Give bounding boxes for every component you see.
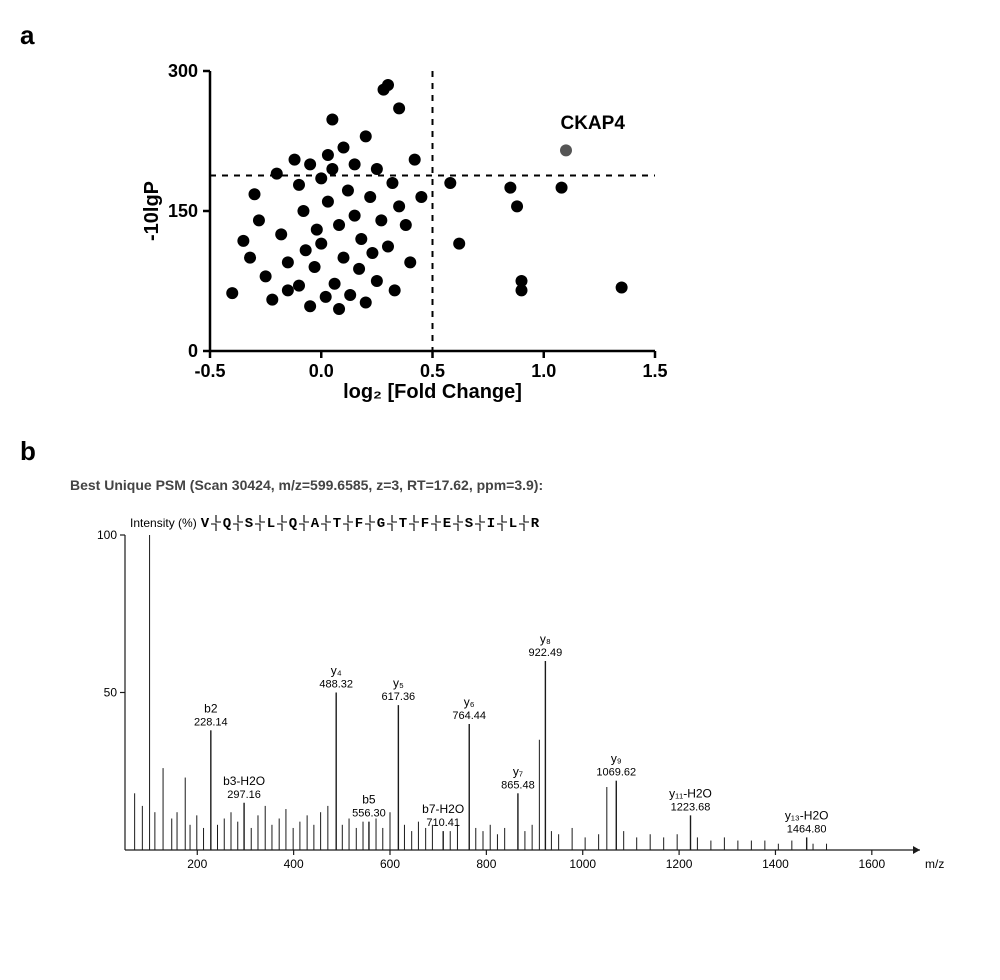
svg-text:b3-H2O: b3-H2O [223,774,265,788]
svg-text:922.49: 922.49 [529,647,563,659]
svg-text:S: S [245,516,253,532]
svg-text:y₁₃-H2O: y₁₃-H2O [785,808,829,822]
svg-text:G: G [377,516,385,532]
svg-text:E: E [443,516,451,532]
svg-text:A: A [311,516,320,532]
svg-text:m/z: m/z [925,857,944,871]
svg-text:488.32: 488.32 [319,679,353,691]
scatter-plot: -0.5 0.0 0.5 1.0 1.5 0 150 300 log₂ [Fold Change… [140,56,980,406]
svg-text:200: 200 [187,857,207,871]
svg-text:T: T [333,516,341,532]
svg-text:y₅: y₅ [393,676,404,690]
svg-text:800: 800 [476,857,496,871]
svg-text:L: L [267,516,275,532]
svg-text:228.14: 228.14 [194,716,228,728]
svg-text:V: V [201,516,210,532]
svg-text:0.5: 0.5 [420,361,445,381]
svg-text:y₁₁-H2O: y₁₁-H2O [669,786,712,800]
svg-text:y₈: y₈ [540,632,551,646]
svg-text:1200: 1200 [666,857,693,871]
svg-text:710.41: 710.41 [426,817,460,829]
panel-a-label: a [20,20,34,51]
svg-text:y₉: y₉ [611,752,622,766]
svg-text:50: 50 [104,686,118,700]
svg-text:1223.68: 1223.68 [671,801,711,813]
svg-text:865.48: 865.48 [501,779,535,791]
svg-text:556.30: 556.30 [352,808,386,820]
psm-title: Best Unique PSM (Scan 30424, m/z=599.658… [70,477,980,493]
spectrum-plot: 50 100 200 400 600 800 1000 1200 1400 1600 Intensi… [70,505,980,885]
svg-text:S: S [465,516,473,532]
svg-text:b2: b2 [204,701,218,715]
svg-text:y₄: y₄ [331,664,342,678]
svg-text:1600: 1600 [858,857,885,871]
svg-text:R: R [531,516,540,532]
svg-text:L: L [509,516,517,532]
svg-text:1.0: 1.0 [531,361,556,381]
svg-text:log₂ [Fold Change]: log₂ [Fold Change] [343,381,522,403]
svg-text:F: F [355,516,363,532]
svg-text:Q: Q [289,516,297,532]
svg-text:y₆: y₆ [464,695,475,709]
svg-text:150: 150 [168,201,198,221]
svg-text:I: I [487,516,495,532]
svg-text:1464.80: 1464.80 [787,823,827,835]
svg-text:1000: 1000 [569,857,596,871]
svg-text:Q: Q [223,516,231,532]
svg-text:Intensity (%): Intensity (%) [130,516,197,530]
panel-b-label: b [20,436,980,467]
svg-text:CKAP4: CKAP4 [560,113,625,134]
svg-text:1400: 1400 [762,857,789,871]
svg-text:1069.62: 1069.62 [596,767,636,779]
svg-text:400: 400 [284,857,304,871]
svg-text:1.5: 1.5 [642,361,667,381]
svg-text:100: 100 [97,528,117,542]
svg-text:b7-H2O: b7-H2O [422,802,464,816]
svg-text:297.16: 297.16 [227,789,261,801]
svg-text:y₇: y₇ [513,764,523,778]
svg-text:617.36: 617.36 [382,691,416,703]
svg-text:T: T [399,516,407,532]
svg-text:764.44: 764.44 [452,710,486,722]
svg-text:0: 0 [188,341,198,361]
svg-text:300: 300 [168,61,198,81]
svg-text:0.0: 0.0 [309,361,334,381]
svg-text:600: 600 [380,857,400,871]
svg-text:b5: b5 [362,793,376,807]
svg-text:-0.5: -0.5 [194,361,225,381]
svg-text:F: F [421,516,429,532]
svg-text:-10lgP: -10lgP [141,181,163,241]
